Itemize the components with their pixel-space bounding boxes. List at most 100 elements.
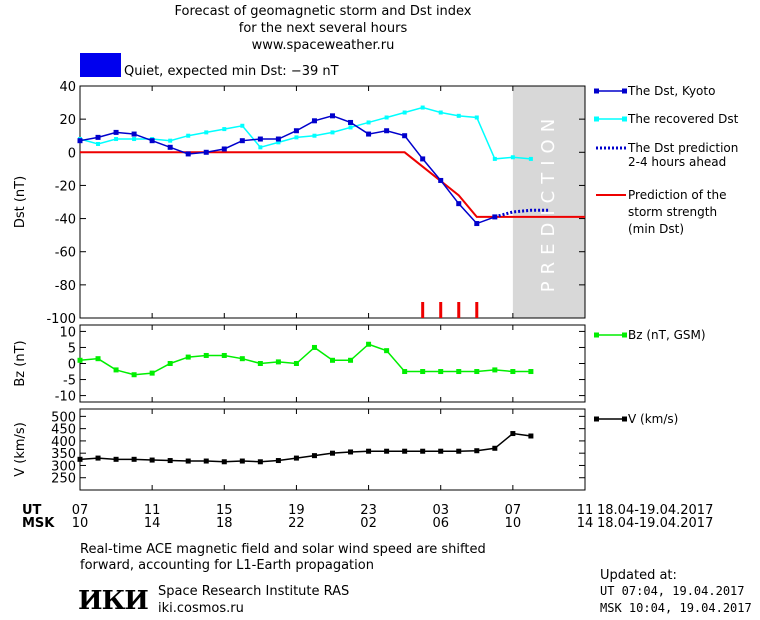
bz-point	[438, 369, 444, 375]
recovered-dst-point	[294, 135, 299, 140]
kyoto-dst-point	[185, 151, 191, 157]
y-tick-label: -60	[55, 246, 76, 261]
recovered-dst-point	[132, 137, 137, 142]
bz-point	[311, 344, 317, 350]
v-axis-title: V (km/s)	[13, 422, 28, 477]
msk-tick-label: 06	[432, 516, 449, 531]
legend-bz-swatch-mark	[622, 332, 627, 338]
bz-point	[77, 357, 83, 363]
y-tick-label: 400	[51, 435, 76, 450]
status-color-box	[80, 53, 121, 77]
storm-event-bar	[439, 302, 443, 318]
institute-site: iki.cosmos.ru	[158, 601, 244, 616]
v-point	[131, 456, 137, 462]
v-point	[438, 448, 444, 454]
legend-v-swatch-mark	[594, 416, 599, 422]
v-point	[402, 448, 408, 454]
legend-v-swatch-mark	[622, 416, 627, 422]
recovered-dst-point	[330, 130, 335, 135]
recovered-dst-point	[222, 127, 227, 132]
bz-point	[528, 369, 534, 375]
panel-frame	[79, 408, 586, 491]
v-point	[113, 456, 119, 462]
ut-tick-label: 03	[432, 503, 449, 518]
v-point	[77, 456, 83, 462]
bz-point	[366, 341, 372, 347]
y-tick-label: 0	[68, 358, 76, 373]
v-point	[293, 455, 299, 461]
footnote-line1: Real-time ACE magnetic field and solar w…	[80, 542, 486, 557]
recovered-dst-point	[402, 110, 407, 115]
kyoto-dst-point	[149, 138, 155, 144]
msk-tick-label: 10	[505, 516, 522, 531]
legend-v: V (km/s)	[628, 412, 679, 426]
ut-tick-label: 07	[505, 503, 522, 518]
recovered-dst-point	[528, 156, 533, 161]
y-tick-label: -10	[55, 390, 76, 405]
bz-point	[95, 356, 101, 362]
v-point	[384, 448, 390, 454]
y-tick-label: 500	[51, 410, 76, 425]
legend-dst-prediction-2: 2-4 hours ahead	[628, 155, 727, 169]
y-tick-label: 5	[68, 341, 76, 356]
dst-prediction-line	[494, 208, 549, 219]
v-point	[510, 431, 516, 437]
recovered-dst-point	[492, 156, 497, 161]
bz-point	[474, 369, 480, 375]
msk-axis-label: MSK	[22, 516, 55, 531]
legend-recovered-swatch-mark	[594, 116, 599, 122]
kyoto-dst-point	[167, 144, 173, 150]
bz-point	[330, 357, 335, 363]
site-url: www.spaceweather.ru	[251, 38, 395, 53]
recovered-dst-point	[186, 133, 191, 138]
v-point	[420, 448, 426, 454]
bz-point	[492, 367, 498, 373]
recovered-dst-point	[420, 105, 425, 110]
kyoto-dst-point	[402, 133, 408, 139]
v-point	[348, 449, 354, 455]
recovered-dst-point	[366, 120, 371, 125]
v-point	[492, 445, 498, 451]
kyoto-dst-point	[275, 136, 281, 142]
bz-point	[167, 361, 173, 366]
kyoto-dst-point	[420, 156, 426, 162]
ut-tick-label: 11	[144, 503, 161, 518]
kyoto-dst-point	[239, 138, 245, 144]
kyoto-dst-point	[311, 118, 317, 124]
v-point	[474, 448, 480, 454]
kyoto-dst-point	[366, 131, 372, 137]
legend-storm-1: Prediction of the	[628, 188, 727, 202]
bz-point	[149, 370, 155, 376]
legend-storm-3: (min Dst)	[628, 222, 685, 236]
footnote-line2: forward, accounting for L1-Earth propaga…	[80, 558, 374, 573]
recovered-dst-point	[456, 113, 461, 118]
kyoto-dst-point	[131, 131, 137, 137]
kyoto-dst-point	[95, 134, 101, 140]
recovered-dst-point	[258, 145, 263, 150]
kyoto-dst-point	[257, 136, 263, 142]
kyoto-dst-point	[330, 113, 335, 119]
kyoto-dst-point	[384, 128, 390, 134]
bz-point	[402, 369, 408, 375]
bz-point	[384, 348, 390, 354]
y-tick-label: -20	[55, 179, 76, 194]
v-point	[95, 455, 101, 461]
ut-axis-label: UT	[22, 503, 42, 518]
v-point	[330, 450, 335, 456]
y-tick-label: -100	[46, 312, 76, 327]
bz-point	[203, 352, 209, 358]
recovered-dst-point	[384, 115, 389, 120]
v-point	[185, 458, 191, 464]
v-point	[311, 453, 317, 459]
panel-frame	[79, 85, 586, 319]
recovered-dst-point	[114, 137, 119, 142]
y-tick-label: 300	[51, 459, 76, 474]
recovered-dst-point	[168, 138, 173, 143]
legend-dst-prediction-1: The Dst prediction	[628, 141, 739, 155]
recovered-dst-point	[438, 110, 443, 115]
msk-tick-label: 14	[577, 516, 594, 531]
recovered-dst-point	[510, 155, 515, 160]
legend-bz: Bz (nT, GSM)	[628, 328, 706, 342]
legend-recovered-swatch-mark	[622, 116, 627, 122]
